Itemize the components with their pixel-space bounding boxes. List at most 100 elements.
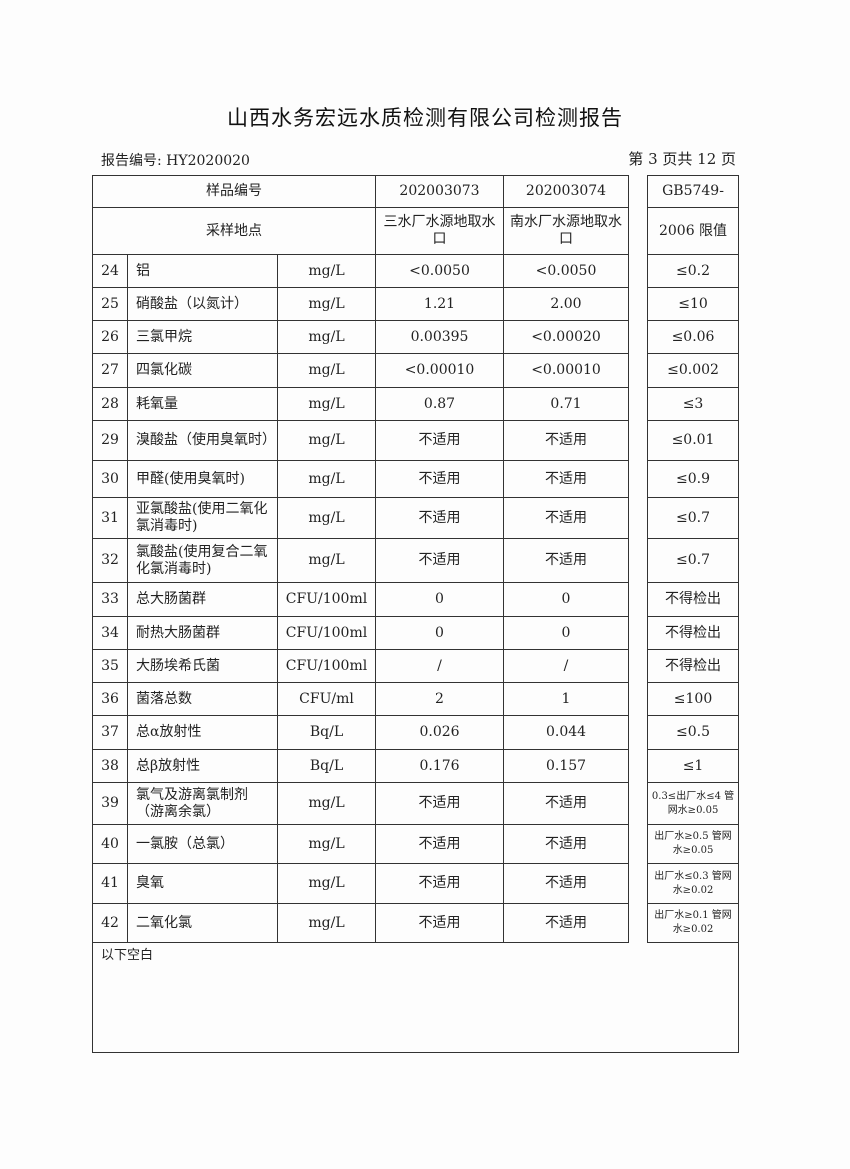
value-sample-2: 0.71 xyxy=(503,387,630,421)
item-name: 臭氧 xyxy=(127,863,278,904)
item-name: 铝 xyxy=(127,254,278,288)
gap-cell xyxy=(628,824,649,864)
unit: mg/L xyxy=(276,320,377,354)
blank-area: 以下空白 xyxy=(92,942,739,1053)
standard-label-1: GB5749- xyxy=(647,175,740,208)
limit-value: 不得检出 xyxy=(647,616,740,650)
gap-cell xyxy=(628,863,649,904)
value-sample-2: 不适用 xyxy=(503,460,630,498)
unit: CFU/100ml xyxy=(276,616,377,650)
unit: mg/L xyxy=(276,287,377,321)
sample-1: 202003073 xyxy=(375,175,505,208)
gap-cell xyxy=(628,420,649,461)
row-number: 27 xyxy=(92,353,128,388)
table-row: 38 总β放射性 Bq/L 0.176 0.157 ≤1 xyxy=(92,749,740,783)
limit-value: ≤0.7 xyxy=(647,497,740,539)
row-number: 33 xyxy=(92,582,128,617)
value-sample-1: 1.21 xyxy=(375,287,505,321)
value-sample-1: 不适用 xyxy=(375,538,505,583)
gap-cell xyxy=(628,287,649,321)
gap-cell xyxy=(628,682,649,716)
value-sample-2: 不适用 xyxy=(503,863,630,904)
unit: mg/L xyxy=(276,497,377,539)
value-sample-2: 不适用 xyxy=(503,903,630,943)
gap-cell xyxy=(628,460,649,498)
value-sample-2: 0 xyxy=(503,582,630,617)
item-name: 硝酸盐（以氮计） xyxy=(127,287,278,321)
limit-value: 出厂水≥0.5 管网水≥0.05 xyxy=(647,824,740,864)
gap-cell xyxy=(628,353,649,388)
report-title: 山西水务宏远水质检测有限公司检测报告 xyxy=(227,106,623,130)
value-sample-2: 不适用 xyxy=(503,497,630,539)
gap-cell xyxy=(628,582,649,617)
unit: CFU/ml xyxy=(276,682,377,716)
row-number: 37 xyxy=(92,715,128,750)
value-sample-2: <0.00020 xyxy=(503,320,630,354)
item-name: 大肠埃希氏菌 xyxy=(127,649,278,683)
value-sample-1: 0.00395 xyxy=(375,320,505,354)
unit: mg/L xyxy=(276,538,377,583)
row-number: 34 xyxy=(92,616,128,650)
item-name: 二氧化氯 xyxy=(127,903,278,943)
site-2: 南水厂水源地取水口 xyxy=(503,207,630,255)
site-label: 采样地点 xyxy=(91,207,377,255)
limit-value: ≤3 xyxy=(647,387,740,421)
table-row: 30 甲醛(使用臭氧时) mg/L 不适用 不适用 ≤0.9 xyxy=(92,460,740,498)
item-name: 氯酸盐(使用复合二氧化氯消毒时) xyxy=(127,538,278,583)
value-sample-2: 不适用 xyxy=(503,538,630,583)
value-sample-1: 0.87 xyxy=(375,387,505,421)
standard-label-2: 2006 限值 xyxy=(647,207,740,255)
table-row: 28 耗氧量 mg/L 0.87 0.71 ≤3 xyxy=(92,387,740,421)
table-row: 34 耐热大肠菌群 CFU/100ml 0 0 不得检出 xyxy=(92,616,740,650)
sample-label: 样品编号 xyxy=(91,175,377,208)
gap-cell xyxy=(628,497,649,539)
row-number: 25 xyxy=(92,287,128,321)
gap-cell xyxy=(628,749,649,783)
item-name: 甲醛(使用臭氧时) xyxy=(127,460,278,498)
item-name: 一氯胺（总氯） xyxy=(127,824,278,864)
limit-value: 出厂水≥0.1 管网水≥0.02 xyxy=(647,903,740,943)
table-row: 26 三氯甲烷 mg/L 0.00395 <0.00020 ≤0.06 xyxy=(92,320,740,354)
value-sample-1: 0 xyxy=(375,616,505,650)
value-sample-2: <0.00010 xyxy=(503,353,630,388)
limit-value: ≤100 xyxy=(647,682,740,716)
value-sample-1: 0 xyxy=(375,582,505,617)
limit-value: ≤10 xyxy=(647,287,740,321)
unit: Bq/L xyxy=(276,749,377,783)
table-row: 40 一氯胺（总氯） mg/L 不适用 不适用 出厂水≥0.5 管网水≥0.05 xyxy=(92,824,740,864)
footer-note: 以下空白 xyxy=(101,948,154,963)
row-number: 36 xyxy=(92,682,128,716)
item-name: 溴酸盐（使用臭氧时） xyxy=(127,420,278,461)
table-row: 31 亚氯酸盐(使用二氧化氯消毒时) mg/L 不适用 不适用 ≤0.7 xyxy=(92,497,740,539)
table-row: 39 氯气及游离氯制剂（游离余氯） mg/L 不适用 不适用 0.3≤出厂水≤4 管网水≥… xyxy=(92,782,740,825)
value-sample-2: 1 xyxy=(503,682,630,716)
row-number: 41 xyxy=(92,863,128,904)
gap-cell xyxy=(628,616,649,650)
row-number: 29 xyxy=(92,420,128,461)
value-sample-1: <0.00010 xyxy=(375,353,505,388)
unit: Bq/L xyxy=(276,715,377,750)
value-sample-1: 0.176 xyxy=(375,749,505,783)
table-row: 41 臭氧 mg/L 不适用 不适用 出厂水≤0.3 管网水≥0.02 xyxy=(92,863,740,904)
row-number: 26 xyxy=(92,320,128,354)
page-info: 第 3 页共 12 页 xyxy=(628,150,736,168)
limit-value: 0.3≤出厂水≤4 管网水≥0.05 xyxy=(647,782,740,825)
limit-value: 不得检出 xyxy=(647,649,740,683)
gap-cell xyxy=(628,387,649,421)
value-sample-2: <0.0050 xyxy=(503,254,630,288)
unit: CFU/100ml xyxy=(276,582,377,617)
value-sample-1: 不适用 xyxy=(375,497,505,539)
gap-cell xyxy=(628,320,649,354)
unit: mg/L xyxy=(276,903,377,943)
limit-value: ≤0.002 xyxy=(647,353,740,388)
unit: mg/L xyxy=(276,460,377,498)
item-name: 氯气及游离氯制剂（游离余氯） xyxy=(127,782,278,825)
gap-cell xyxy=(628,782,649,825)
table-row: 32 氯酸盐(使用复合二氧化氯消毒时) mg/L 不适用 不适用 ≤0.7 xyxy=(92,538,740,583)
item-name: 耐热大肠菌群 xyxy=(127,616,278,650)
limit-value: ≤1 xyxy=(647,749,740,783)
value-sample-2: 不适用 xyxy=(503,824,630,864)
limit-value: ≤0.06 xyxy=(647,320,740,354)
table-row: 35 大肠埃希氏菌 CFU/100ml / / 不得检出 xyxy=(92,649,740,683)
